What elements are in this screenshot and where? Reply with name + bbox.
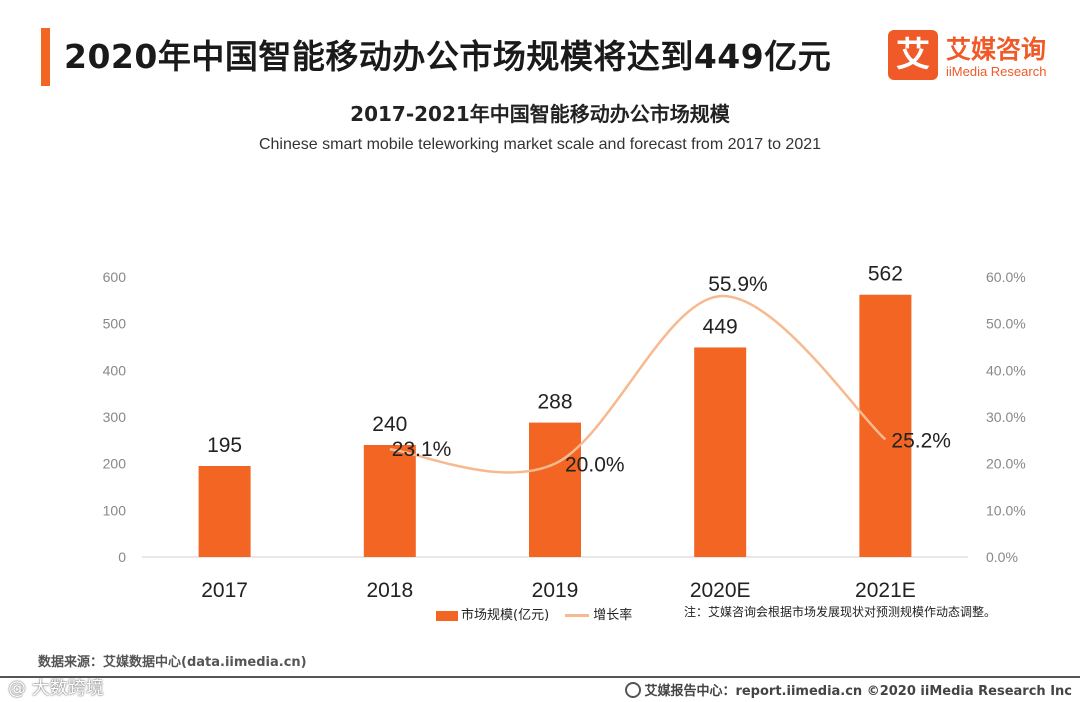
bar-2018: [363, 445, 416, 557]
bar-value-label: 449: [703, 315, 738, 338]
globe-icon: [625, 682, 642, 698]
logo-mark-icon: 艾: [888, 30, 938, 80]
chart-legend: 市场规模(亿元) 增长率: [436, 604, 644, 623]
legend-line-swatch: [565, 614, 590, 617]
y-tick-label: 300: [103, 409, 127, 425]
legend-item-bar: 市场规模(亿元): [436, 604, 549, 623]
watermark: @ 大数跨境: [8, 678, 104, 699]
y-tick-label: 500: [103, 316, 127, 332]
bar-value-label: 288: [537, 391, 572, 414]
bar-value-label: 562: [868, 263, 903, 286]
growth-value-label: 20.0%: [565, 454, 625, 477]
legend-bar-swatch: [436, 610, 458, 621]
x-tick-label: 2020E: [690, 579, 751, 602]
legend-line-label: 增长率: [593, 608, 633, 623]
page-title: 2020年中国智能移动办公市场规模将达到449亿元: [64, 37, 832, 76]
y-tick-label: 600: [103, 269, 127, 285]
y2-tick-label: 40.0%: [986, 362, 1026, 378]
bar-2017: [198, 466, 251, 557]
bar-2021E: [859, 294, 912, 557]
growth-value-label: 55.9%: [708, 273, 768, 296]
bar-value-label: 195: [207, 434, 242, 457]
iimedia-logo: 艾 艾媒咨询 iiMedia Research: [888, 30, 1068, 82]
bar-2020E: [694, 347, 747, 557]
x-tick-label: 2019: [532, 579, 579, 602]
y-tick-label: 0: [118, 549, 126, 565]
title-accent-bar: [41, 28, 50, 86]
chart-title: 2017-2021年中国智能移动办公市场规模: [350, 102, 730, 126]
y-tick-label: 400: [103, 362, 127, 378]
x-tick-label: 2017: [201, 579, 248, 602]
x-tick-label: 2021E: [855, 579, 916, 602]
chart-subtitle: Chinese smart mobile teleworking market …: [258, 136, 822, 153]
y2-tick-label: 20.0%: [986, 456, 1026, 472]
data-source: 数据来源：艾媒数据中心(data.iimedia.cn): [38, 655, 307, 670]
logo-cn-text: 艾媒咨询: [946, 35, 1047, 64]
growth-value-label: 23.1%: [392, 438, 452, 461]
bar-value-label: 240: [372, 413, 407, 436]
y2-tick-label: 30.0%: [986, 409, 1026, 425]
bar-2019: [529, 422, 581, 557]
footer-divider: [0, 676, 1080, 678]
y-tick-label: 200: [103, 456, 127, 472]
growth-rate-line: [389, 294, 887, 474]
logo-en-text: iiMedia Research: [946, 64, 1047, 79]
growth-value-label: 25.2%: [891, 429, 951, 452]
footer-report: 艾媒报告中心：report.iimedia.cn ©2020 iiMedia R…: [625, 680, 1072, 699]
y2-tick-label: 0.0%: [986, 549, 1018, 565]
y2-tick-label: 50.0%: [986, 316, 1026, 332]
y2-tick-label: 10.0%: [986, 502, 1026, 518]
y-tick-label: 100: [103, 502, 127, 518]
legend-item-line: 增长率: [565, 604, 632, 623]
y2-tick-label: 60.0%: [986, 269, 1026, 285]
x-tick-label: 2018: [366, 579, 413, 602]
footer-report-text: 艾媒报告中心：report.iimedia.cn ©2020 iiMedia R…: [644, 684, 1072, 699]
forecast-note: 注：艾媒咨询会根据市场发展现状对预测规模作动态调整。: [684, 605, 997, 619]
legend-bar-label: 市场规模(亿元): [461, 608, 550, 623]
